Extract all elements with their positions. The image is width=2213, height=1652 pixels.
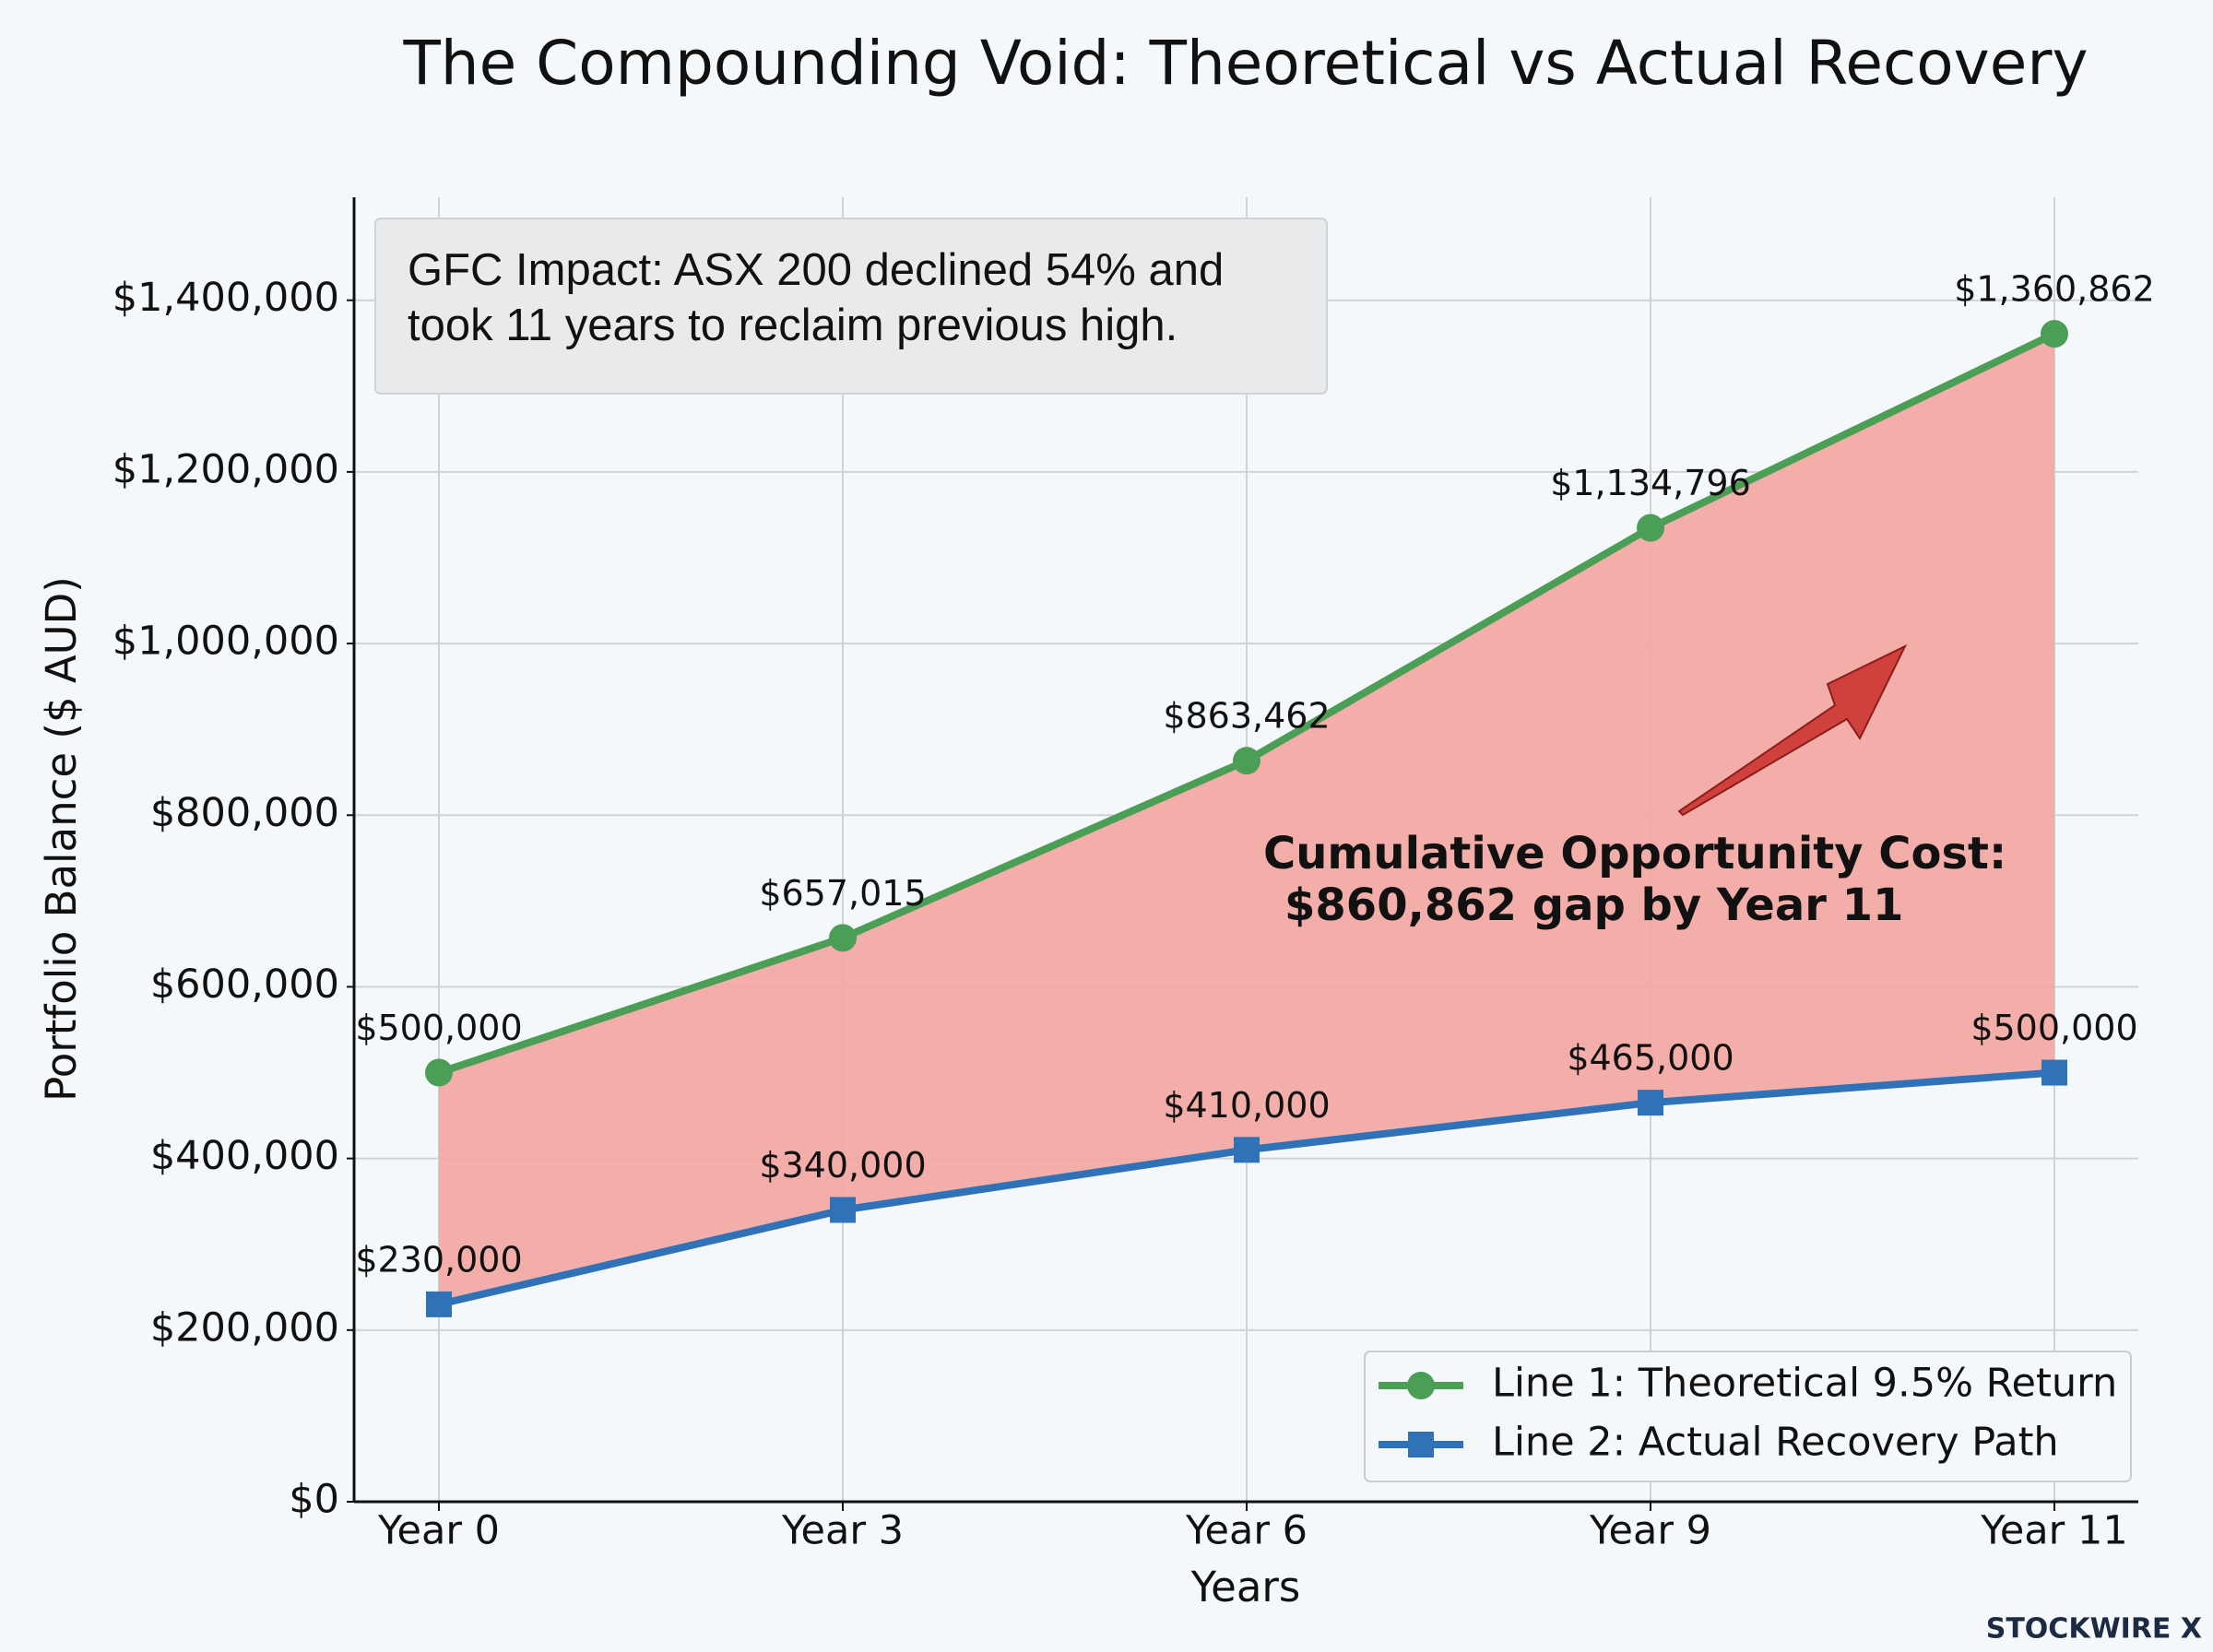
y-tick-label: $400,000 — [150, 1133, 339, 1179]
y-tick-label: $1,200,000 — [112, 446, 339, 492]
data-label: $340,000 — [759, 1145, 926, 1186]
legend-marker — [1408, 1432, 1434, 1457]
callout-text: $860,862 gap by Year 11 — [1284, 879, 1903, 931]
y-axis-label: Portfolio Balance ($ AUD) — [37, 576, 86, 1102]
data-label: $657,015 — [759, 873, 926, 914]
annotation-text: GFC Impact: ASX 200 declined 54% and — [408, 245, 1224, 295]
callout-text: Cumulative Opportunity Cost: — [1263, 828, 2006, 879]
legend-label: Line 2: Actual Recovery Path — [1492, 1420, 2059, 1466]
marker — [2041, 1059, 2067, 1086]
x-tick-label: Year 11 — [1980, 1508, 2127, 1554]
annotation-arrow — [1677, 643, 1908, 817]
data-label: $465,000 — [1567, 1038, 1734, 1079]
legend-label: Line 1: Theoretical 9.5% Return — [1492, 1361, 2117, 1407]
x-tick-label: Year 6 — [1185, 1508, 1308, 1554]
data-label: $230,000 — [355, 1239, 522, 1280]
marker — [1233, 747, 1260, 775]
y-tick-label: $200,000 — [150, 1304, 339, 1351]
legend-marker — [1407, 1372, 1435, 1399]
chart-title: The Compounding Void: Theoretical vs Act… — [402, 28, 2088, 99]
data-label: $1,360,862 — [1954, 269, 2155, 310]
marker — [829, 924, 857, 952]
data-label: $410,000 — [1163, 1085, 1330, 1126]
fill-between — [439, 334, 2054, 1304]
plot: $0 $200,000 $400,000 $600,000 $800,000 $1,000… — [112, 197, 2155, 1554]
annotation-text: took 11 years to reclaim previous high. — [408, 301, 1178, 350]
fill-layer — [439, 334, 2054, 1304]
legend-box — [1364, 1351, 2132, 1482]
marker — [830, 1197, 856, 1223]
legend: Line 1: Theoretical 9.5% Return Line 2: A… — [1364, 1351, 2132, 1482]
y-tick-label: $800,000 — [150, 790, 339, 836]
y-tick-label: $0 — [289, 1477, 339, 1523]
y-tick-label: $1,000,000 — [112, 619, 339, 665]
y-tick-label: $1,400,000 — [112, 275, 339, 321]
data-label: $500,000 — [355, 1008, 522, 1048]
marker — [425, 1058, 453, 1087]
x-tick-label: Year 9 — [1589, 1508, 1711, 1554]
watermark: STOCKWIRE X — [1986, 1613, 2202, 1646]
data-label: $1,134,796 — [1550, 463, 1751, 503]
annotation-box — [374, 218, 1328, 395]
y-tick-label: $600,000 — [150, 962, 339, 1008]
marker — [2041, 320, 2068, 348]
marker — [1234, 1137, 1260, 1163]
x-tick-label: Year 3 — [781, 1508, 904, 1554]
marker — [426, 1291, 452, 1317]
x-axis-label: Years — [1190, 1563, 1301, 1611]
marker — [1638, 1090, 1663, 1116]
data-label: $500,000 — [1970, 1008, 2137, 1048]
marker — [1637, 513, 1664, 542]
x-tick-label: Year 0 — [377, 1508, 500, 1554]
data-label: $863,462 — [1163, 696, 1330, 737]
